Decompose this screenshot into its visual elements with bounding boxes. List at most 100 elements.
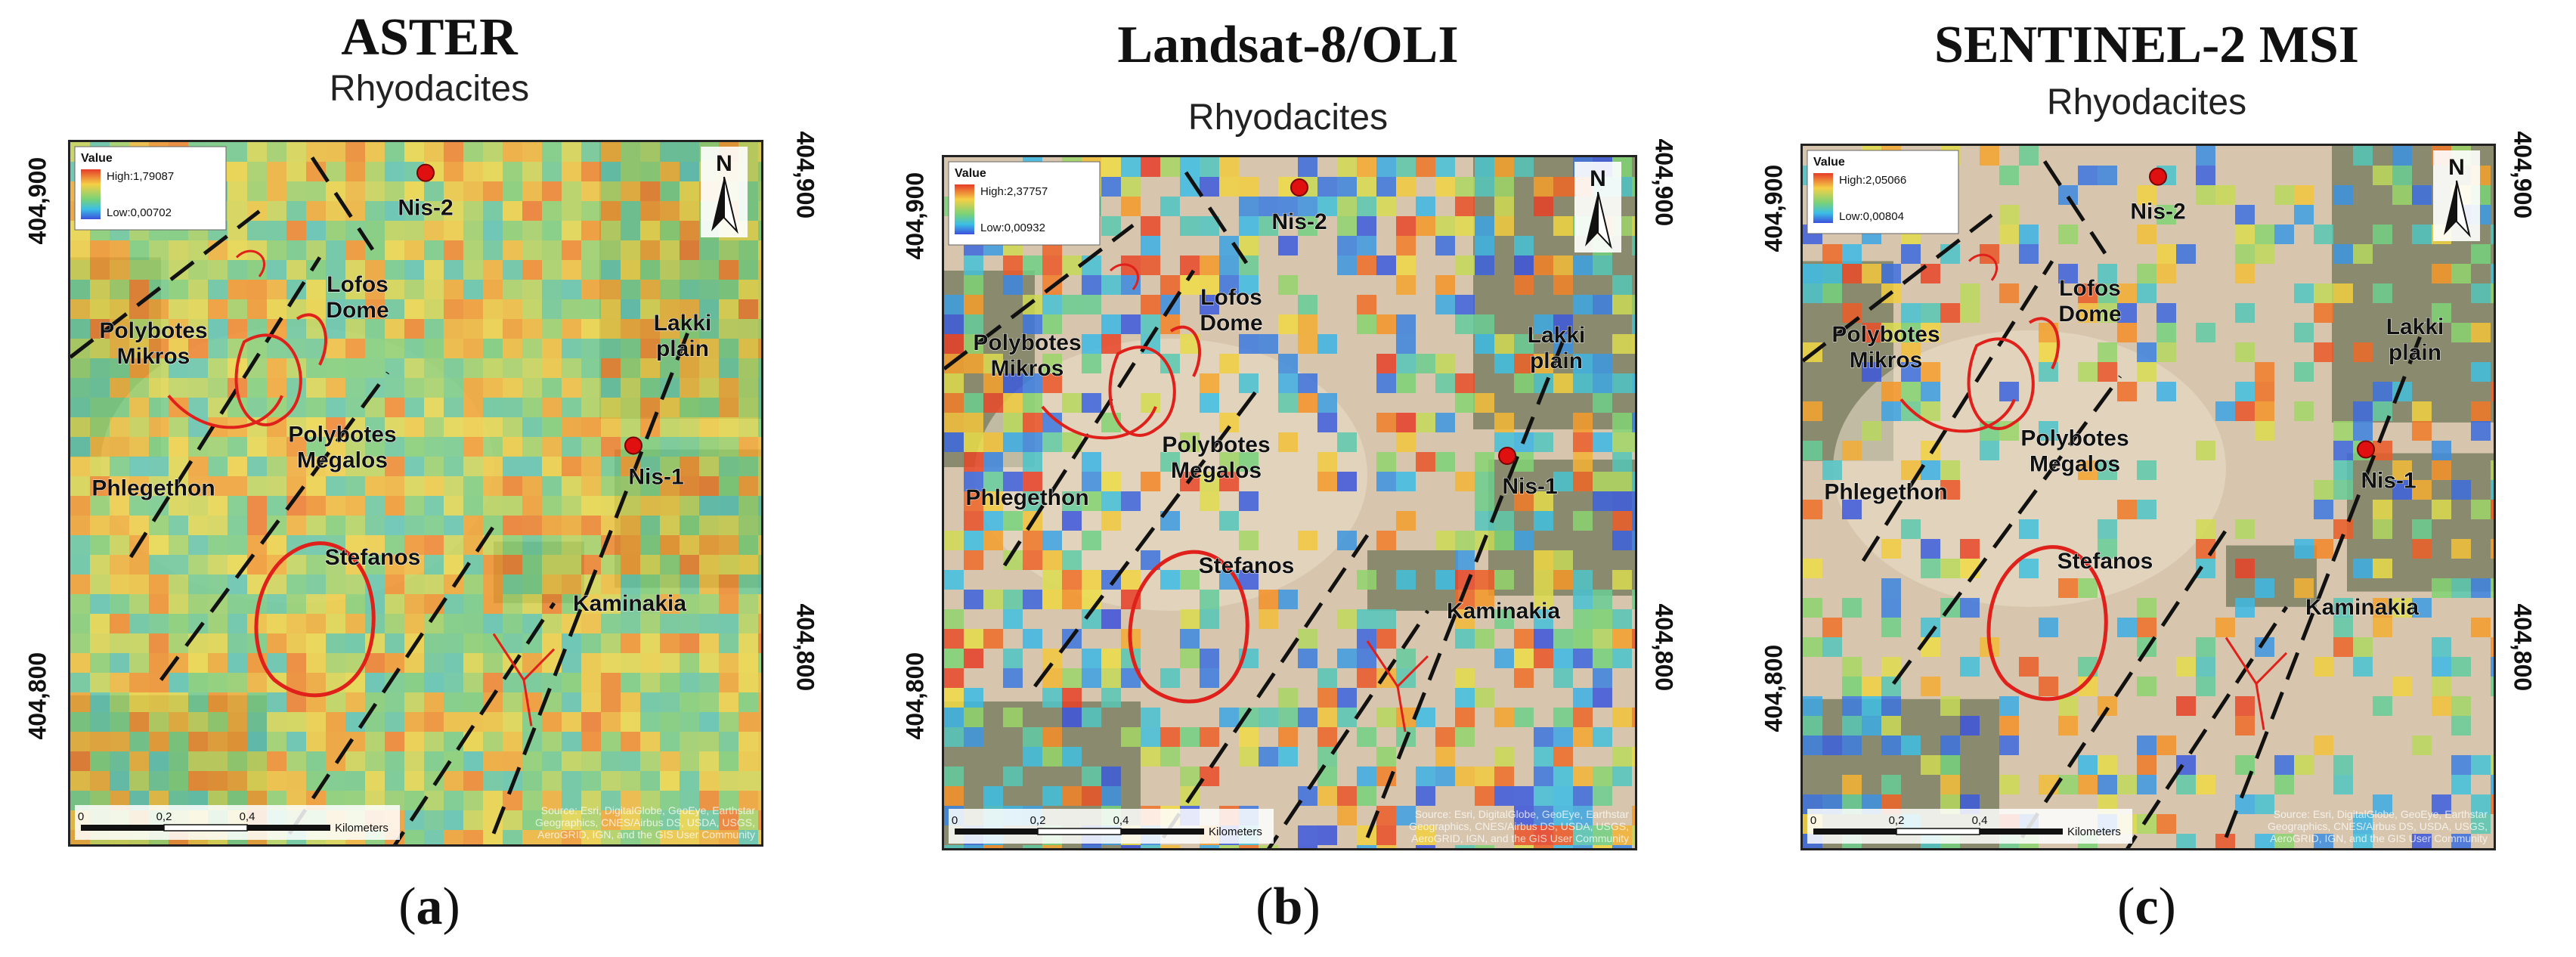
fault-line [1184,171,1249,265]
crater-lofos [296,313,327,366]
crater-small [1109,263,1139,290]
well-nis1-marker [1498,447,1516,465]
scale-unit: Kilometers [2067,825,2121,838]
sensor-title: Landsat-8/OLI [1117,16,1459,74]
label-stefanos: Stefanos [1199,553,1295,578]
coord-upper-right: 404,900 [2509,131,2537,219]
map-title: Rhyodacites [329,69,530,109]
panel-label: (b) [1255,878,1321,936]
fault-line [1267,609,1430,848]
coord-upper-left: 404,900 [1760,164,1788,252]
panel-letter: b [1273,878,1303,936]
crater-small [235,249,265,277]
map-title: Rhyodacites [2046,82,2247,122]
crater-polybotes [234,333,302,426]
scale-tick: 0,2 [1889,814,1905,827]
north-label: N [2448,155,2465,180]
label-lofos-dome: Lofos Dome [326,272,389,323]
legend-title: Value [1813,156,1845,169]
crater-kaminakia [2225,636,2288,730]
coord-upper-left: 404,900 [23,156,51,245]
scale-tick: 0 [78,810,84,823]
crater-kaminakia [1366,640,1429,732]
coord-lower-right: 404,800 [2509,603,2537,692]
fault-line [2020,528,2228,839]
panel-b: Landsat-8/OLI Rhyodacites Nis-2 Lofos Dome… [859,0,1717,957]
fault-line [1002,269,1196,567]
fault-line [393,602,556,844]
legend-title: Value [955,167,986,180]
label-nis-1: Nis-1 [628,464,683,489]
scale-bar: 0 0,2 0,4 Kilometers [949,809,1274,844]
legend: Value High:1,79087 Low:0,00702 [74,146,227,231]
label-lakki-plain: Lakki plain [654,311,712,361]
panel-letter: c [2135,878,2159,936]
well-nis2-marker [1290,178,1308,197]
legend: Value High:2,37757 Low:0,00932 [948,161,1101,246]
label-kaminakia: Kaminakia [573,591,686,616]
legend-low: Low:0,00804 [1839,210,1904,223]
crater-lofos [2028,317,2060,370]
scale-bar: 0 0,2 0,4 Kilometers [1807,809,2132,844]
scale-tick: 0,4 [1113,814,1129,827]
label-polybotes-megalos: Polybotes Megalos [288,422,396,472]
fault-line [1033,382,1263,688]
label-kaminakia: Kaminakia [2305,595,2419,620]
well-nis2-marker [2149,167,2167,186]
coord-upper-right: 404,900 [791,131,819,219]
panel-label: (c) [2117,878,2176,936]
fault-line [1365,338,1566,838]
well-nis1-marker [2357,440,2375,459]
well-nis1-marker [624,436,642,455]
label-nis-2: Nis-2 [1271,209,1327,234]
fault-line [2224,330,2425,838]
fault-line [2042,160,2107,255]
fault-line [1861,260,2054,562]
crater-small [1968,253,1998,281]
map-frame: Nis-2 Lofos Dome Lakki plain Polybotes Mikros P… [68,140,763,847]
legend-ramp [955,184,974,234]
crater-stefanos [254,541,376,698]
legend-title: Value [81,152,113,165]
well-nis2-marker [416,163,435,182]
scale-tick: 0,4 [240,810,255,823]
label-lofos-dome: Lofos Dome [1200,285,1262,336]
fault-line [2126,605,2289,848]
label-nis-2: Nis-2 [2130,200,2185,225]
label-polybotes-megalos: Polybotes Megalos [2020,426,2129,476]
label-polybotes-mikros: Polybotes Mikros [99,318,207,369]
label-polybotes-mikros: Polybotes Mikros [1831,322,1940,373]
crater-polybotes [1108,345,1176,437]
legend: Value High:2,05066 Low:0,00804 [1807,150,1959,234]
label-phlegethon: Phlegethon [91,476,215,501]
map-title: Rhyodacites [1187,98,1389,138]
label-polybotes-mikros: Polybotes Mikros [973,330,1081,381]
label-nis-2: Nis-2 [398,196,453,221]
crater-polybotes [1967,337,2035,430]
label-nis-1: Nis-1 [1502,474,1557,499]
fault-line [491,326,692,835]
legend-ramp [1813,173,1833,223]
label-stefanos: Stefanos [2057,549,2153,574]
coord-upper-left: 404,900 [901,172,929,260]
panel-c: SENTINEL-2 MSI Rhyodacites Nis-2 Lofos Dom… [1717,0,2576,957]
north-arrow-icon: N [2433,150,2480,241]
north-label: N [716,151,732,176]
coord-lower-left: 404,800 [1760,644,1788,732]
scale-tick: 0 [1810,814,1816,827]
north-label: N [1590,166,1606,191]
fault-line [128,256,322,559]
label-lofos-dome: Lofos Dome [2058,276,2121,327]
crater-kaminakia [492,633,556,726]
attribution: Source: Esri, DigitalGlobe, GeoEye, Eart… [1409,808,1629,844]
label-stefanos: Stefanos [325,545,421,570]
fault-line [1891,375,2122,685]
crater-polybotes-megalos [167,395,283,429]
coord-lower-right: 404,800 [791,603,819,692]
fault-line [287,525,496,835]
crater-stefanos [1986,545,2108,701]
attribution: Source: Esri, DigitalGlobe, GeoEye, Eart… [535,804,755,841]
